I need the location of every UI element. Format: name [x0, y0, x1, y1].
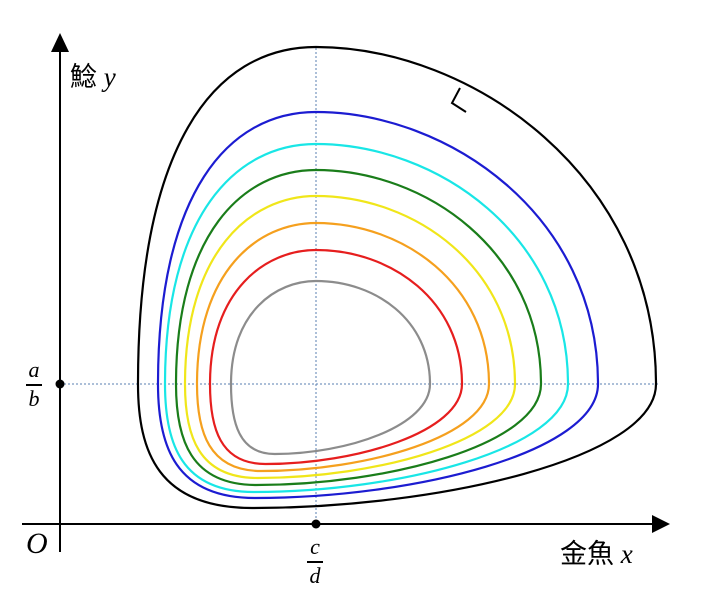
x-axis-label: 金魚 x — [560, 541, 633, 568]
x-fraction-bar — [307, 561, 323, 563]
y-axis-label-variable: y — [103, 62, 116, 92]
y-fraction-numerator: a — [28, 357, 40, 382]
orbit-curve-8 — [229, 279, 432, 456]
orbit-curve-1 — [136, 45, 658, 510]
orbit-curve-6 — [195, 221, 491, 473]
x-equilibrium-dot — [311, 519, 321, 529]
y-axis-arrowhead — [51, 33, 69, 52]
orbit-curve-7 — [208, 248, 464, 466]
orbit-curve-3 — [163, 142, 570, 494]
x-axis-label-variable: x — [620, 539, 633, 569]
orbit-curve-5 — [183, 194, 517, 480]
origin-label: O — [26, 527, 48, 560]
orbit-curve-2 — [156, 110, 600, 500]
orbit-curve-4 — [174, 168, 543, 487]
direction-arrow — [450, 87, 467, 113]
y-axis-label: 鯰 y — [70, 64, 116, 91]
x-axis-arrowhead — [652, 515, 670, 533]
y-equilibrium-label: a b — [26, 359, 42, 410]
y-fraction-bar — [26, 384, 42, 386]
y-axis-label-kanji: 鯰 — [70, 62, 97, 92]
x-equilibrium-label: c d — [307, 536, 323, 587]
orbit-curves — [136, 45, 658, 510]
y-fraction-denominator: b — [28, 385, 40, 411]
x-fraction-numerator: c — [310, 534, 320, 559]
y-equilibrium-dot — [55, 379, 65, 389]
x-axis-label-kanji: 金魚 — [560, 539, 614, 569]
x-fraction-denominator: d — [309, 562, 321, 588]
